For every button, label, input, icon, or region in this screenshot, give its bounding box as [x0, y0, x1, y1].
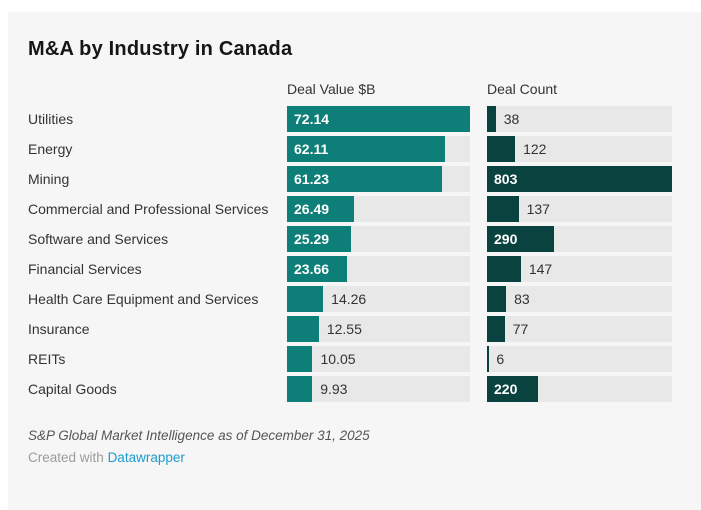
- column-headers: Deal Value $B Deal Count: [28, 81, 672, 97]
- deal-count-track: 38: [487, 106, 672, 132]
- deal-value-label: 10.05: [320, 351, 356, 367]
- industry-label: REITs: [28, 351, 66, 367]
- deal-count-fill: [487, 346, 489, 372]
- deal-count-label: 147: [528, 261, 553, 277]
- chart-title: M&A by Industry in Canada: [28, 38, 293, 60]
- deal-count-fill: [487, 196, 519, 222]
- deal-count-track: 6: [487, 346, 672, 372]
- deal-value-track: 25.29: [287, 226, 470, 252]
- deal-count-track: 83: [487, 286, 672, 312]
- source-note: S&P Global Market Intelligence as of Dec…: [28, 428, 370, 443]
- deal-count-fill: [487, 316, 505, 342]
- attribution: Created with Datawrapper: [28, 450, 672, 465]
- deal-count-fill: [487, 286, 507, 312]
- deal-count-fill: [487, 226, 554, 252]
- deal-count-fill: [487, 166, 672, 192]
- table-row: Energy 62.11 122: [28, 136, 672, 162]
- deal-value-label: 72.14: [294, 111, 330, 127]
- deal-value-track: 12.55: [287, 316, 470, 342]
- deal-count-fill: [487, 106, 496, 132]
- table-row: Financial Services 23.66 147: [28, 256, 672, 282]
- deal-value-fill: [287, 256, 348, 282]
- industry-label: Software and Services: [28, 231, 169, 247]
- industry-label: Commercial and Professional Services: [28, 201, 269, 217]
- chart-canvas: M&A by Industry in Canada Deal Value $B …: [8, 12, 701, 510]
- deal-count-track: 147: [487, 256, 672, 282]
- deal-value-label: 12.55: [326, 321, 362, 337]
- industry-label: Capital Goods: [28, 381, 117, 397]
- table-row: Software and Services 25.29 290: [28, 226, 672, 252]
- table-row: Health Care Equipment and Services 14.26…: [28, 286, 672, 312]
- deal-value-label: 26.49: [294, 201, 330, 217]
- deal-value-fill: [287, 136, 445, 162]
- deal-value-label: 62.11: [294, 141, 329, 157]
- deal-count-track: 290: [487, 226, 672, 252]
- industry-label: Mining: [28, 171, 70, 187]
- deal-value-track: 23.66: [287, 256, 470, 282]
- industry-label: Health Care Equipment and Services: [28, 291, 259, 307]
- deal-value-label: 23.66: [294, 261, 330, 277]
- deal-value-label: 25.29: [294, 231, 330, 247]
- deal-count-label: 6: [496, 351, 505, 367]
- deal-value-fill: [287, 346, 313, 372]
- deal-value-track: 9.93: [287, 376, 470, 402]
- deal-value-fill: [287, 166, 443, 192]
- deal-count-label: 122: [523, 141, 547, 157]
- deal-value-track: 72.14: [287, 106, 470, 132]
- deal-value-label: 9.93: [320, 381, 348, 397]
- deal-count-label: 220: [494, 381, 518, 397]
- deal-count-track: 77: [487, 316, 672, 342]
- deal-count-label: 290: [494, 231, 518, 247]
- deal-value-label: 61.23: [294, 171, 330, 187]
- industry-label: Financial Services: [28, 261, 142, 277]
- deal-value-label: 14.26: [331, 291, 367, 307]
- table-row: Commercial and Professional Services 26.…: [28, 196, 672, 222]
- industry-label: Utilities: [28, 111, 74, 127]
- deal-count-label: 137: [526, 201, 550, 217]
- deal-value-track: 61.23: [287, 166, 470, 192]
- deal-value-fill: [287, 196, 355, 222]
- deal-count-track: 122: [487, 136, 672, 162]
- deal-value-fill: [287, 376, 313, 402]
- deal-value-fill: [287, 286, 324, 312]
- deal-value-track: 62.11: [287, 136, 470, 162]
- table-row: REITs 10.05 6: [28, 346, 672, 372]
- deal-value-track: 10.05: [287, 346, 470, 372]
- datawrapper-link[interactable]: Datawrapper: [107, 450, 185, 465]
- deal-value-fill: [287, 226, 352, 252]
- deal-value-track: 26.49: [287, 196, 470, 222]
- chart-rows: Utilities 72.14 38 Energy 62.11 122 Mini…: [28, 106, 672, 402]
- column-header-deal-value: Deal Value $B: [287, 81, 376, 97]
- table-row: Insurance 12.55 77: [28, 316, 672, 342]
- deal-value-fill: [287, 106, 470, 132]
- deal-count-fill: [487, 256, 521, 282]
- deal-count-label: 77: [512, 321, 529, 337]
- deal-count-track: 803: [487, 166, 672, 192]
- deal-count-fill: [487, 136, 516, 162]
- deal-count-fill: [487, 376, 538, 402]
- attribution-prefix: Created with: [28, 450, 104, 465]
- deal-count-label: 38: [503, 111, 520, 127]
- deal-count-track: 137: [487, 196, 672, 222]
- deal-value-fill: [287, 316, 319, 342]
- deal-value-track: 14.26: [287, 286, 470, 312]
- table-row: Utilities 72.14 38: [28, 106, 672, 132]
- industry-label: Energy: [28, 141, 73, 157]
- deal-count-label: 83: [514, 291, 530, 307]
- table-row: Capital Goods 9.93 220: [28, 376, 672, 402]
- deal-count-track: 220: [487, 376, 672, 402]
- column-header-deal-count: Deal Count: [487, 81, 558, 97]
- deal-count-label: 803: [494, 171, 518, 187]
- table-row: Mining 61.23 803: [28, 166, 672, 192]
- industry-label: Insurance: [28, 321, 90, 337]
